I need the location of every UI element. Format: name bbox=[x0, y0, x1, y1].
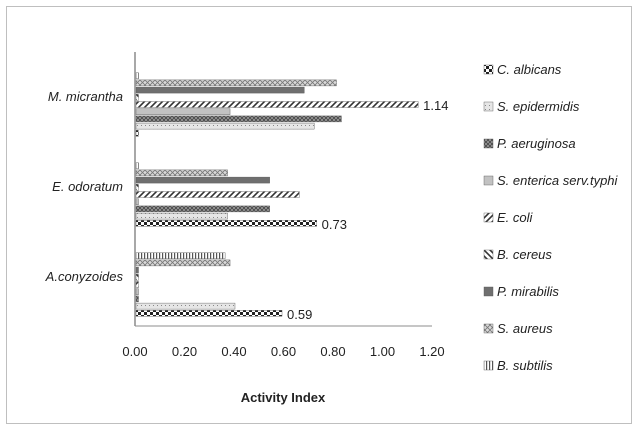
bar bbox=[135, 220, 317, 227]
data-labels: 1.14 0.73 0.59 bbox=[287, 98, 448, 322]
bar bbox=[135, 191, 300, 198]
x-tick-label: 0.40 bbox=[221, 344, 246, 359]
category-label: E. odoratum bbox=[52, 179, 123, 194]
bar bbox=[135, 288, 139, 295]
bar bbox=[135, 162, 139, 169]
x-axis-title: Activity Index bbox=[241, 390, 326, 405]
data-label: 1.14 bbox=[423, 98, 448, 113]
bar bbox=[135, 212, 228, 220]
legend-label: S. enterica serv.typhi bbox=[497, 173, 619, 188]
bar bbox=[135, 266, 139, 274]
legend-label: C. albicans bbox=[497, 62, 562, 77]
bar bbox=[135, 122, 315, 130]
bar bbox=[135, 259, 231, 267]
x-tick-label: 1.20 bbox=[419, 344, 444, 359]
category-label: A.conyzoides bbox=[45, 269, 124, 284]
legend-label: S. aureus bbox=[497, 321, 553, 336]
bar bbox=[135, 169, 228, 177]
bar bbox=[135, 184, 139, 191]
bar bbox=[135, 86, 305, 94]
bar bbox=[135, 252, 226, 259]
legend-swatch bbox=[483, 64, 494, 75]
legend-swatch bbox=[483, 212, 494, 223]
category-labels: M. micrantha E. odoratum A.conyzoides bbox=[45, 89, 124, 284]
x-tick-label: 0.60 bbox=[271, 344, 296, 359]
legend-label: P. mirabilis bbox=[497, 284, 559, 299]
legend-swatch bbox=[483, 138, 494, 149]
legend-swatch bbox=[483, 286, 494, 297]
bar bbox=[135, 274, 139, 281]
bar bbox=[135, 108, 231, 115]
bar bbox=[135, 130, 139, 137]
data-label: 0.59 bbox=[287, 307, 312, 322]
legend-swatch bbox=[483, 360, 494, 371]
bar bbox=[135, 115, 342, 123]
category-label: M. micrantha bbox=[48, 89, 123, 104]
chart-frame bbox=[6, 6, 632, 424]
legend-label: E. coli bbox=[497, 210, 534, 225]
bar bbox=[135, 205, 270, 213]
legend: C. albicans S. epidermidis P. aeruginosa S.… bbox=[483, 62, 619, 373]
bar bbox=[135, 295, 139, 303]
bars-group bbox=[135, 72, 419, 317]
legend-swatch bbox=[483, 249, 494, 260]
x-tick-label: 0.00 bbox=[122, 344, 147, 359]
bar bbox=[135, 101, 419, 108]
legend-label: B. cereus bbox=[497, 247, 552, 262]
legend-label: P. aeruginosa bbox=[497, 136, 576, 151]
bar bbox=[135, 79, 337, 87]
bar bbox=[135, 72, 139, 79]
bar bbox=[135, 198, 139, 205]
legend-swatch bbox=[483, 101, 494, 112]
axes-group bbox=[134, 52, 432, 327]
bar bbox=[135, 176, 270, 184]
x-tick-label: 0.80 bbox=[320, 344, 345, 359]
legend-swatch bbox=[483, 323, 494, 334]
bar bbox=[135, 94, 139, 101]
bar bbox=[135, 302, 236, 310]
bar bbox=[135, 281, 139, 288]
legend-swatch bbox=[483, 175, 494, 186]
x-tick-labels: 0.00 0.20 0.40 0.60 0.80 1.00 1.20 bbox=[122, 344, 444, 359]
x-tick-label: 1.00 bbox=[370, 344, 395, 359]
legend-label: B. subtilis bbox=[497, 358, 553, 373]
x-tick-label: 0.20 bbox=[172, 344, 197, 359]
data-label: 0.73 bbox=[322, 217, 347, 232]
bar bbox=[135, 310, 283, 317]
legend-label: S. epidermidis bbox=[497, 99, 580, 114]
